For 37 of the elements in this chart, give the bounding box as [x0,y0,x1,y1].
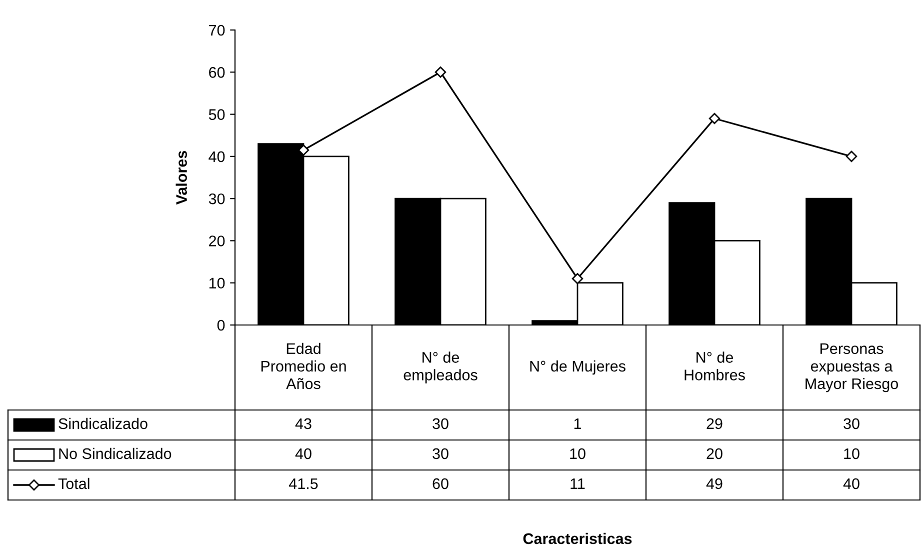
x-tick-label: N° de Mujeres [530,360,626,375]
data-label: 40 [295,448,312,460]
y-tick-label: 40 [208,151,225,162]
data-label: 41.5 [288,478,318,490]
data-label: 30 [432,418,448,430]
data-label: 20 [706,448,722,460]
data-label: 10 [844,448,860,460]
legend-label: Total [58,478,90,490]
data-label: 49 [706,478,722,490]
y-tick-label: 50 [208,109,225,120]
x-tick-label: Edad Promedio en Años [261,342,346,390]
data-label: 60 [432,478,448,490]
data-label: 30 [432,448,448,460]
y-tick-label: 20 [209,236,225,246]
x-tick-label: N° de empleados [404,352,478,384]
data-label: 1 [574,418,582,429]
data-label: 43 [295,418,312,430]
data-label: 11 [570,478,585,489]
point [572,273,584,284]
x-tick-label: N° de Hombres [684,352,745,380]
y-tick-label: 30 [208,193,225,204]
point [846,150,858,162]
data-label: 40 [843,478,860,490]
text: Caracteristicas [523,532,632,544]
y-tick-label: 60 [209,67,225,78]
data-label: 10 [570,448,586,460]
point [434,66,446,78]
data-label: 29 [706,418,722,430]
x-tick-label: Personas expuestas a Mayor Riesgo [806,343,898,392]
point [708,112,720,124]
y-axis-title: Valores [176,150,187,205]
y-tick-label: 70 [209,24,225,36]
legend-label: Sindicalizado [58,418,148,430]
y-tick-label: 10 [209,278,225,289]
data-label: 30 [844,418,860,430]
y-tick-label: 0 [217,320,225,331]
legend-label: No Sindicalizado [59,448,172,460]
